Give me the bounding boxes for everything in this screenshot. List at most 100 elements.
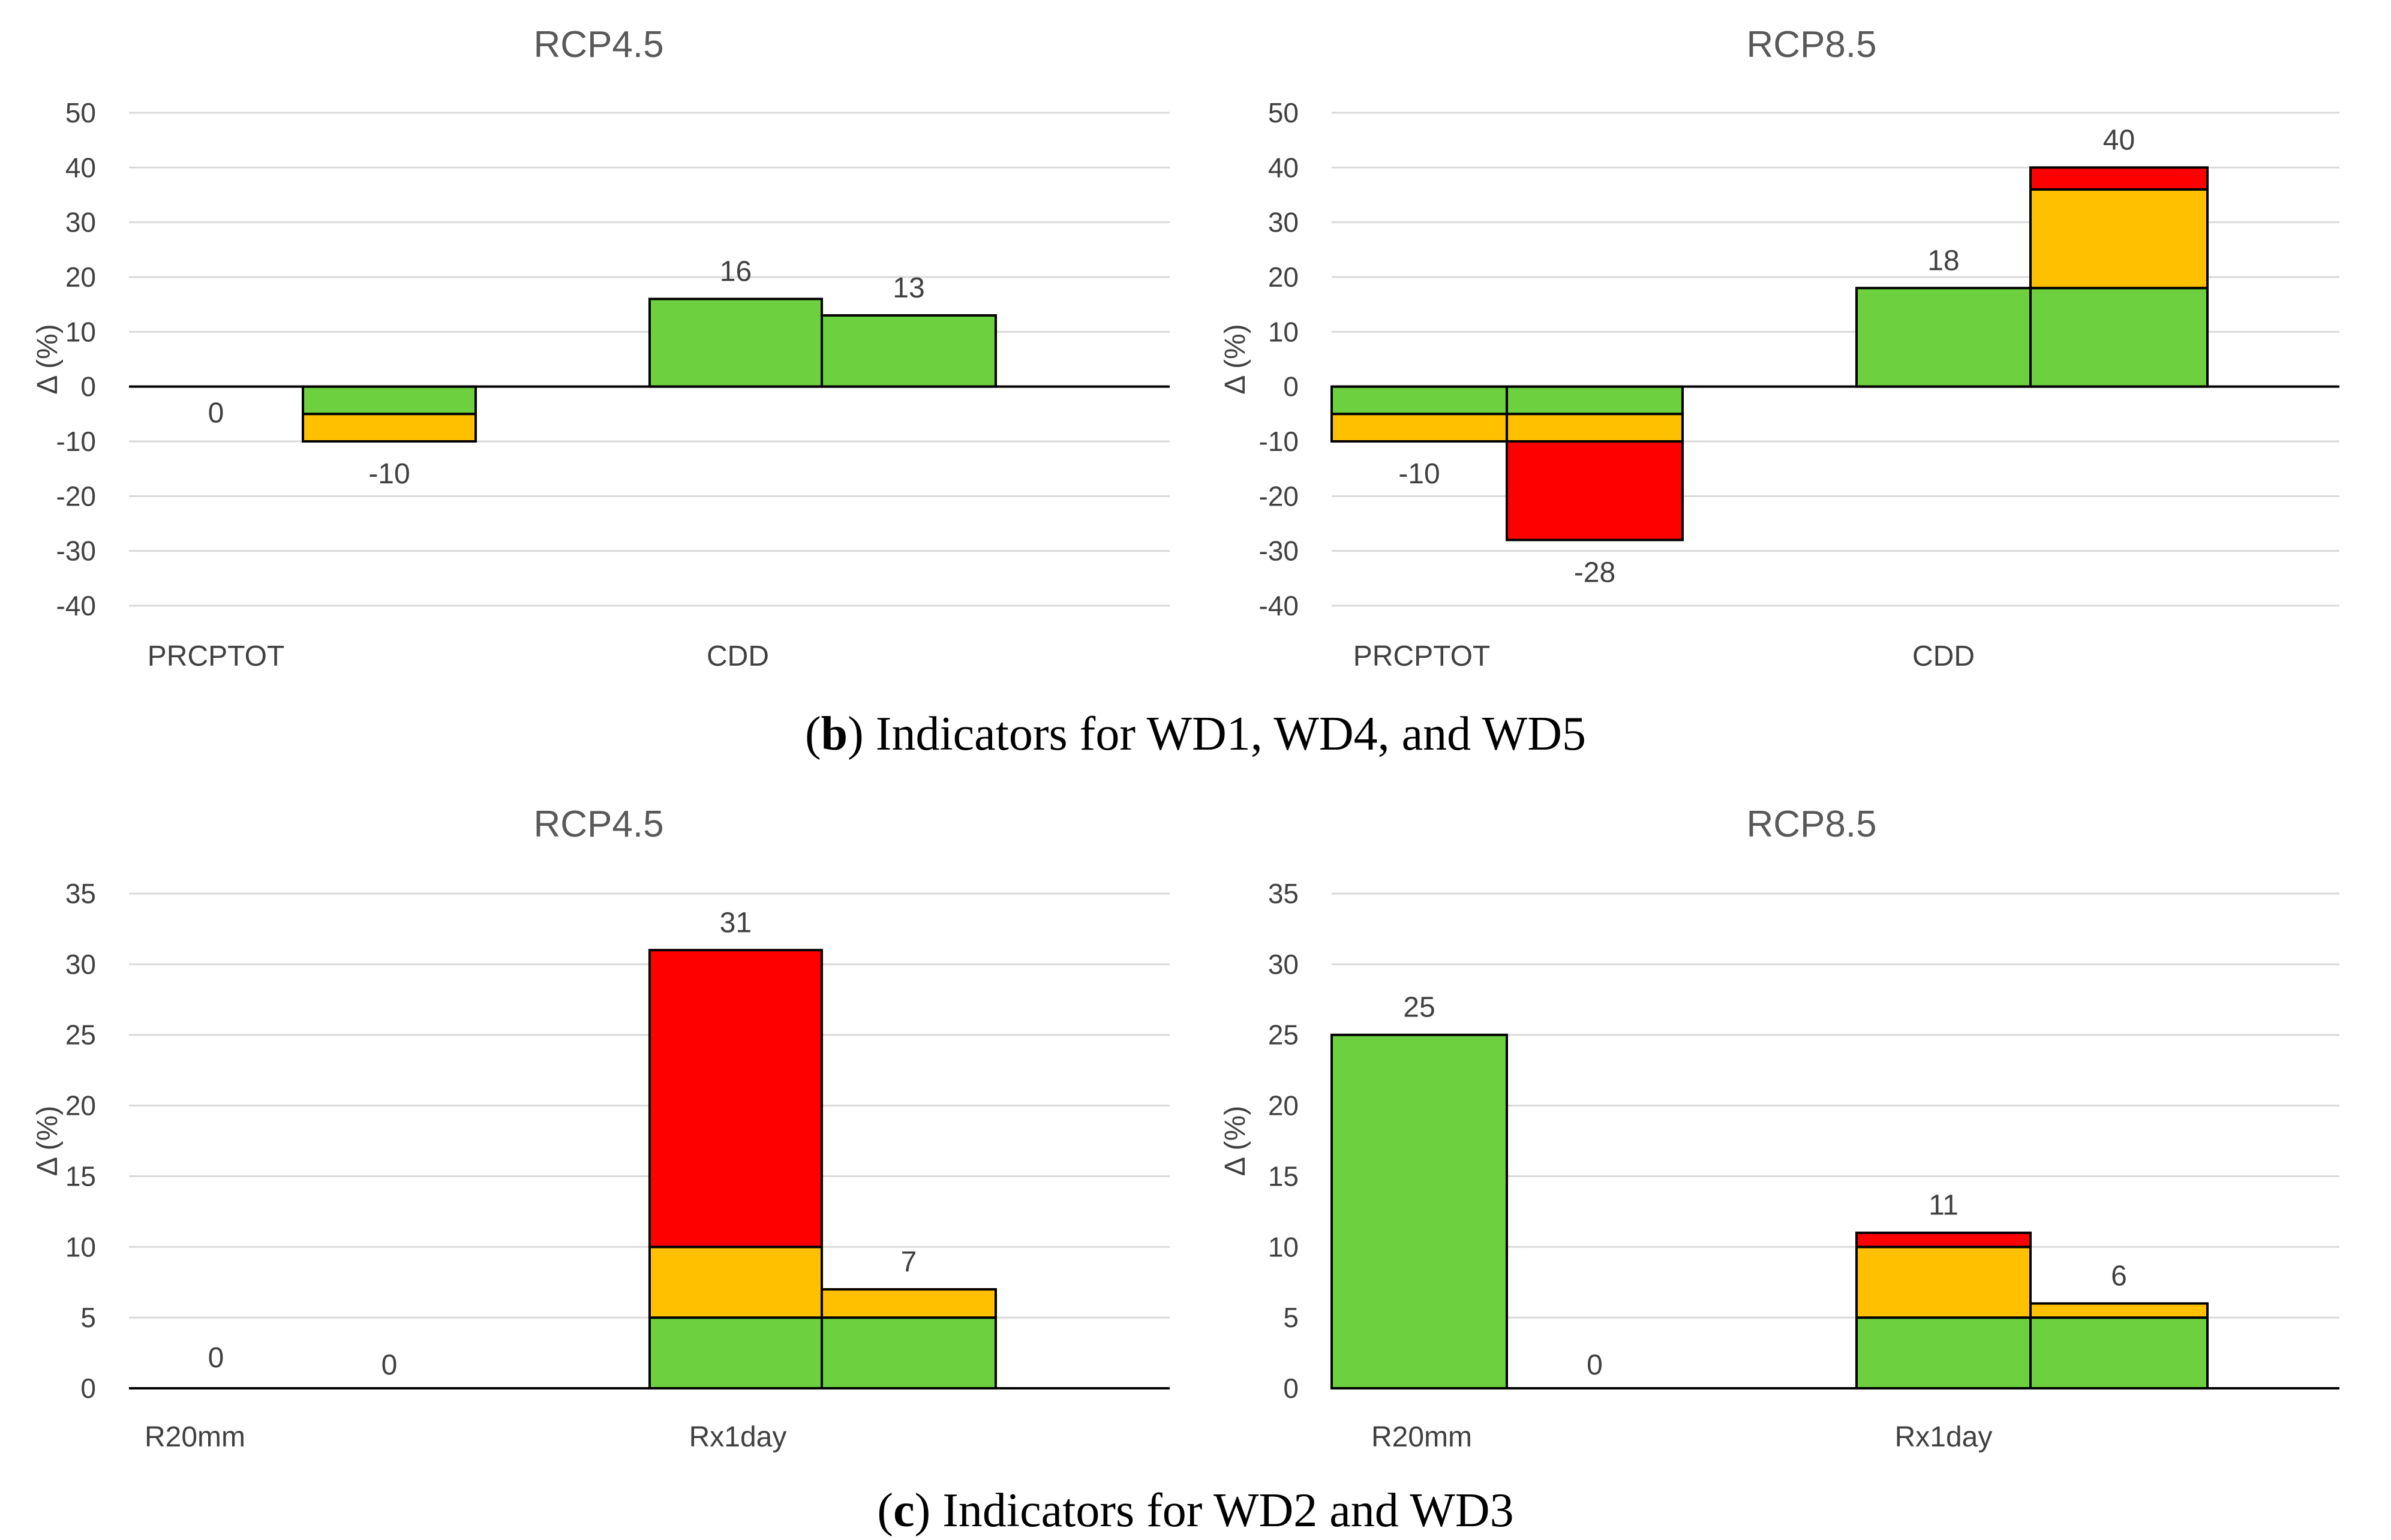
y-tick-label: 35 — [65, 878, 96, 909]
caption-c-text: ) Indicators for WD2 and WD3 — [915, 1484, 1514, 1537]
chart-b-rcp45: RCP4.5 50 40 30 20 10 0 -10 -20 -30 -40 Δ (%) 0 -10 16… — [32, 24, 1170, 672]
y-tick-label: 25 — [1268, 1019, 1299, 1051]
y-tick-label: 5 — [80, 1302, 96, 1333]
category-label: Rx1day — [689, 1421, 787, 1453]
y-axis-label: Δ (%) — [1219, 324, 1251, 394]
bar-segment-green — [302, 385, 477, 416]
bar-segment-orange — [2029, 188, 2209, 290]
y-tick-label: 15 — [65, 1160, 96, 1192]
y-tick-label: 30 — [1268, 207, 1299, 238]
category-label: PRCPTOT — [1353, 640, 1490, 672]
data-label: 7 — [901, 1246, 917, 1278]
y-tick-label: 20 — [65, 1090, 96, 1121]
caption-c: (c) Indicators for WD2 and WD3 — [877, 1484, 1513, 1537]
y-tick-label: -30 — [56, 536, 96, 567]
bar-segment-red — [1855, 1231, 2032, 1249]
y-tick-label: 30 — [65, 949, 96, 980]
data-label: 0 — [1587, 1349, 1603, 1381]
category-label: Rx1day — [1895, 1421, 1993, 1453]
bar-segment-orange — [1855, 1246, 2032, 1319]
bar-segment-orange — [1330, 413, 1508, 443]
caption-c-prefix: ( — [877, 1484, 893, 1537]
caption-c-letter: c — [893, 1484, 915, 1537]
chart-c-rcp45: RCP4.5 35 30 25 20 15 10 5 0 Δ (%) 0 0 31 7 R20mm Rx1da… — [32, 804, 1170, 1453]
category-label: CDD — [707, 640, 769, 672]
data-label: 25 — [1403, 992, 1435, 1024]
category-label: R20mm — [145, 1421, 245, 1453]
bar-segment-green — [648, 297, 823, 388]
chart-title: RCP4.5 — [533, 804, 663, 845]
data-label: 0 — [208, 398, 224, 429]
data-label: 16 — [720, 256, 752, 288]
y-tick-label: 20 — [1268, 1090, 1299, 1121]
bar-segment-orange — [821, 1288, 997, 1319]
y-tick-label: 30 — [65, 207, 96, 238]
data-label: 31 — [720, 907, 752, 939]
y-axis-label: Δ (%) — [1219, 1106, 1251, 1176]
y-tick-label: 10 — [1268, 316, 1299, 347]
category-label: R20mm — [1371, 1421, 1472, 1453]
data-label: 13 — [893, 272, 924, 304]
bar-segment-orange — [2029, 1302, 2209, 1319]
data-label: 11 — [1929, 1190, 1959, 1222]
y-tick-label: 50 — [1268, 97, 1299, 128]
y-tick-label: -40 — [1259, 590, 1299, 621]
category-label: PRCPTOT — [148, 640, 284, 672]
chart-title: RCP8.5 — [1746, 804, 1876, 845]
chart-c-rcp85: RCP8.5 35 30 25 20 15 10 5 0 Δ (%) 25 0 11 6 R20mm Rx1d… — [1219, 804, 2339, 1453]
y-tick-label: 10 — [65, 1231, 96, 1262]
bar-segment-green — [821, 1316, 997, 1389]
caption-b-letter: b — [821, 708, 848, 760]
bar-segment-green — [2029, 287, 2209, 388]
bar-segment-green — [648, 1316, 823, 1389]
y-tick-label: 10 — [1268, 1231, 1299, 1262]
y-tick-label: 0 — [80, 371, 96, 402]
y-axis-label: Δ (%) — [32, 324, 64, 394]
y-tick-label: 40 — [1268, 152, 1299, 183]
caption-b: (b) Indicators for WD1, WD4, and WD5 — [805, 708, 1586, 760]
y-tick-label: 10 — [65, 316, 96, 347]
y-tick-label: 15 — [1268, 1160, 1299, 1192]
data-label: -10 — [1398, 458, 1440, 490]
bar-segment-red — [1506, 440, 1684, 542]
bar-segment-red — [648, 949, 823, 1249]
data-label: 6 — [2111, 1261, 2127, 1292]
y-tick-label: -20 — [1259, 480, 1299, 512]
bar-segment-orange — [648, 1246, 823, 1319]
bar-segment-green — [1330, 1033, 1508, 1389]
bar-segment-green — [821, 314, 997, 388]
chart-title: RCP4.5 — [533, 24, 663, 65]
caption-b-prefix: ( — [805, 708, 821, 760]
y-tick-label: 50 — [65, 97, 96, 128]
y-tick-label: -20 — [56, 480, 96, 512]
bar-segment-orange — [1506, 413, 1684, 443]
y-tick-label: -10 — [56, 426, 96, 457]
y-tick-label: -10 — [1259, 426, 1299, 457]
data-label: 40 — [2103, 124, 2135, 156]
data-label: 0 — [208, 1342, 224, 1374]
y-tick-label: -40 — [56, 590, 96, 621]
y-tick-label: 25 — [65, 1019, 96, 1051]
data-label: -28 — [1574, 557, 1615, 588]
chart-title: RCP8.5 — [1746, 24, 1876, 65]
chart-b-rcp85: RCP8.5 50 40 30 20 10 0 -10 -20 -30 -40 Δ (%) -10 -28… — [1219, 24, 2339, 672]
category-label: CDD — [1912, 640, 1975, 672]
bar-segment-green — [1506, 385, 1684, 416]
bar-segment-red — [2029, 166, 2209, 191]
data-label: -10 — [368, 458, 410, 490]
bar-segment-green — [1855, 1316, 2032, 1389]
bar-segment-green — [1855, 287, 2032, 388]
bar-segment-orange — [302, 413, 477, 443]
y-tick-label: 0 — [80, 1373, 96, 1404]
y-tick-label: 0 — [1283, 371, 1299, 402]
y-tick-label: 20 — [1268, 261, 1299, 293]
caption-b-text: ) Indicators for WD1, WD4, and WD5 — [848, 708, 1586, 760]
bar-segment-green — [1330, 385, 1508, 416]
y-tick-label: 30 — [1268, 949, 1299, 980]
y-tick-label: 5 — [1283, 1302, 1299, 1333]
y-axis-label: Δ (%) — [32, 1106, 64, 1176]
bar-segment-green — [2029, 1316, 2209, 1389]
y-tick-label: 20 — [65, 261, 96, 293]
data-label: 0 — [382, 1349, 398, 1381]
